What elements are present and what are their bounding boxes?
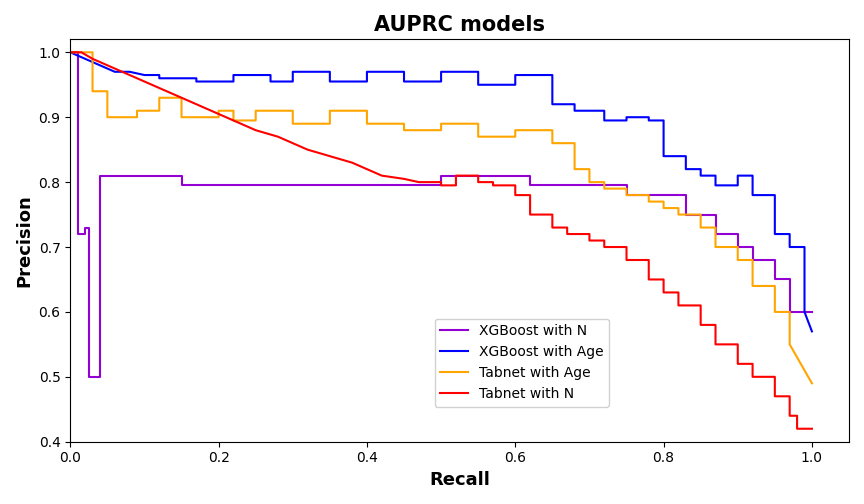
- XGBoost with N: [733, 244, 743, 250]
- XGBoost with N: [95, 374, 105, 380]
- XGBoost with Age: [110, 69, 120, 75]
- Tabnet with N: [302, 147, 313, 153]
- XGBoost with N: [710, 231, 721, 237]
- Tabnet with Age: [65, 49, 75, 55]
- Tabnet with Age: [807, 381, 817, 387]
- XGBoost with N: [747, 244, 758, 250]
- XGBoost with N: [807, 309, 817, 315]
- Tabnet with N: [377, 172, 387, 178]
- XGBoost with N: [621, 182, 632, 188]
- XGBoost with N: [747, 257, 758, 263]
- Tabnet with N: [807, 426, 817, 432]
- XGBoost with N: [65, 49, 75, 55]
- XGBoost with N: [176, 182, 187, 188]
- XGBoost with N: [436, 172, 447, 178]
- Line: XGBoost with Age: XGBoost with Age: [70, 52, 812, 332]
- Tabnet with Age: [325, 120, 335, 127]
- XGBoost with Age: [658, 153, 669, 159]
- XGBoost with N: [84, 224, 94, 230]
- XGBoost with N: [525, 182, 536, 188]
- XGBoost with N: [84, 374, 94, 380]
- Tabnet with N: [733, 361, 743, 367]
- XGBoost with N: [785, 277, 795, 283]
- Tabnet with N: [792, 426, 803, 432]
- XGBoost with N: [436, 182, 447, 188]
- Tabnet with N: [525, 212, 536, 218]
- XGBoost with N: [176, 172, 187, 178]
- X-axis label: Recall: Recall: [429, 471, 490, 489]
- XGBoost with N: [80, 224, 91, 230]
- XGBoost with N: [621, 192, 632, 198]
- Line: Tabnet with N: Tabnet with N: [70, 52, 812, 429]
- XGBoost with N: [73, 231, 83, 237]
- Tabnet with Age: [251, 117, 261, 123]
- XGBoost with N: [710, 212, 721, 218]
- XGBoost with N: [80, 231, 91, 237]
- Title: AUPRC models: AUPRC models: [374, 15, 545, 35]
- Legend: XGBoost with N, XGBoost with Age, Tabnet with Age, Tabnet with N: XGBoost with N, XGBoost with Age, Tabnet…: [435, 319, 609, 407]
- Tabnet with Age: [599, 179, 609, 185]
- XGBoost with Age: [95, 62, 105, 69]
- Tabnet with Age: [176, 114, 187, 120]
- XGBoost with Age: [807, 329, 817, 335]
- XGBoost with N: [785, 309, 795, 315]
- XGBoost with Age: [288, 69, 298, 75]
- Line: XGBoost with N: XGBoost with N: [70, 52, 812, 377]
- XGBoost with N: [681, 192, 691, 198]
- XGBoost with N: [73, 49, 83, 55]
- Tabnet with Age: [288, 108, 298, 114]
- Tabnet with N: [65, 49, 75, 55]
- Y-axis label: Precision: Precision: [15, 194, 33, 287]
- Tabnet with Age: [325, 108, 335, 114]
- XGBoost with N: [733, 231, 743, 237]
- XGBoost with N: [770, 277, 780, 283]
- XGBoost with N: [525, 172, 536, 178]
- XGBoost with Age: [473, 69, 483, 75]
- Tabnet with N: [785, 413, 795, 419]
- XGBoost with Age: [658, 117, 669, 123]
- XGBoost with N: [95, 172, 105, 178]
- XGBoost with Age: [65, 49, 75, 55]
- XGBoost with N: [770, 257, 780, 263]
- XGBoost with N: [681, 212, 691, 218]
- Line: Tabnet with Age: Tabnet with Age: [70, 52, 812, 384]
- Tabnet with N: [473, 179, 483, 185]
